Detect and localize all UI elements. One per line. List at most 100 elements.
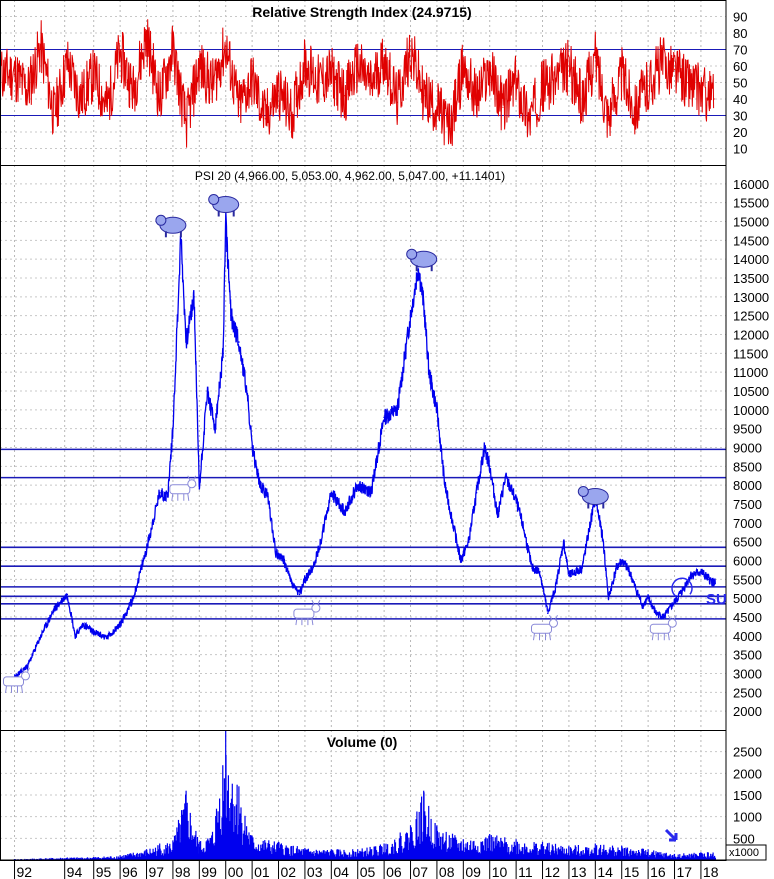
rsi-y-tick-label: 60 — [733, 59, 747, 74]
price-data-point — [708, 578, 710, 581]
rsi-series-line — [0, 19, 715, 148]
price-data-point — [119, 623, 121, 626]
price-data-point — [238, 341, 240, 343]
price-data-point — [409, 314, 412, 317]
rsi-data-point — [106, 106, 108, 108]
price-y-tick-label: 15500 — [733, 196, 769, 211]
x-tick-label: 15 — [624, 864, 640, 879]
price-data-point — [356, 484, 359, 486]
down-right-arrow-icon — [664, 828, 678, 842]
volume-y-tick-label: 2000 — [733, 766, 762, 781]
x-tick-label: 14 — [597, 864, 613, 879]
rsi-data-point — [634, 106, 636, 108]
rsi-y-tick-label: 10 — [733, 142, 747, 157]
bull-marker-icon — [649, 614, 677, 641]
price-data-point — [547, 612, 549, 615]
rsi-data-point — [581, 101, 583, 103]
price-y-tick-label: 8000 — [733, 478, 762, 493]
price-data-point — [396, 409, 399, 411]
rsi-data-point — [647, 85, 649, 87]
x-tick-label: 13 — [571, 864, 587, 879]
price-data-point — [275, 552, 277, 554]
price-y-tick-label: 9500 — [733, 422, 762, 437]
rsi-data-point — [687, 81, 689, 84]
price-data-point — [312, 567, 314, 569]
rsi-data-point — [370, 85, 372, 87]
price-data-point — [206, 390, 209, 392]
price-y-tick-label: 4500 — [733, 610, 762, 625]
x-tick-label: 12 — [545, 864, 561, 879]
x-tick-label: 18 — [703, 864, 719, 879]
price-data-point — [74, 635, 77, 637]
rsi-y-tick-label: 80 — [733, 26, 747, 41]
price-y-tick-label: 10000 — [733, 403, 769, 418]
x-tick-label: 98 — [175, 864, 191, 879]
x-tick-label: 04 — [333, 864, 349, 879]
price-data-point — [185, 341, 187, 343]
price-data-point — [145, 548, 148, 550]
price-data-point — [700, 571, 702, 573]
rsi-data-point — [119, 52, 121, 54]
x-tick-label: 09 — [465, 864, 481, 879]
volume-y-tick-label: 2500 — [733, 745, 762, 760]
bear-marker-icon — [406, 248, 438, 272]
x-tick-label: 06 — [386, 864, 402, 879]
price-data-point — [246, 390, 248, 392]
price-data-point — [689, 574, 692, 577]
price-y-tick-label: 3000 — [733, 667, 762, 682]
price-data-point — [172, 427, 174, 430]
price-y-tick-label: 11500 — [733, 346, 768, 361]
price-data-point — [198, 488, 201, 490]
x-tick-label: 97 — [149, 864, 165, 879]
price-data-point — [467, 540, 470, 543]
rsi-data-point — [93, 73, 95, 75]
rsi-data-point — [541, 85, 544, 87]
price-y-tick-label: 14500 — [733, 233, 769, 248]
bull-marker-icon — [531, 614, 558, 641]
price-data-point — [283, 559, 285, 562]
price-y-tick-label: 5500 — [733, 572, 762, 587]
x-tick-label: 99 — [201, 864, 217, 879]
price-data-point — [166, 495, 169, 498]
price-data-point — [539, 571, 541, 573]
volume-panel-title: Volume (0) — [327, 734, 398, 750]
rsi-data-point — [132, 90, 134, 92]
rsi-data-point — [40, 45, 42, 47]
rsi-data-point — [291, 114, 293, 117]
rsi-y-tick-label: 90 — [733, 10, 747, 25]
rsi-data-point — [343, 95, 346, 97]
price-y-tick-label: 7500 — [733, 497, 762, 512]
rsi-data-point — [515, 81, 517, 84]
price-data-point — [193, 296, 195, 298]
rsi-data-point — [211, 85, 214, 87]
price-y-tick-label: 6500 — [733, 535, 762, 550]
price-data-point — [602, 540, 605, 543]
price-data-point — [92, 631, 95, 633]
volume-y-tick-label: 1000 — [733, 810, 762, 825]
rsi-data-point — [304, 62, 306, 64]
rsi-data-point — [238, 106, 240, 108]
price-data-point — [568, 574, 570, 577]
rsi-data-point — [409, 48, 412, 51]
price-y-tick-label: 15000 — [733, 215, 769, 230]
price-data-point — [222, 352, 224, 355]
price-data-point — [475, 491, 478, 494]
volume-y-tick-label: 1500 — [733, 788, 762, 803]
price-data-point — [224, 220, 227, 223]
price-data-point — [370, 491, 372, 494]
price-data-point — [259, 484, 261, 486]
rsi-y-tick-label: 70 — [733, 43, 747, 58]
price-y-tick-label: 2500 — [733, 685, 762, 700]
price-y-tick-label: 16000 — [733, 177, 769, 192]
price-y-tick-label: 8500 — [733, 459, 762, 474]
price-data-point — [422, 303, 425, 306]
price-data-point — [483, 446, 486, 449]
price-data-point — [444, 484, 446, 486]
price-data-point — [488, 465, 491, 468]
rsi-data-point — [568, 65, 570, 67]
price-data-point — [230, 314, 232, 317]
x-tick-label: 17 — [677, 864, 693, 879]
rsi-data-point — [317, 81, 319, 84]
